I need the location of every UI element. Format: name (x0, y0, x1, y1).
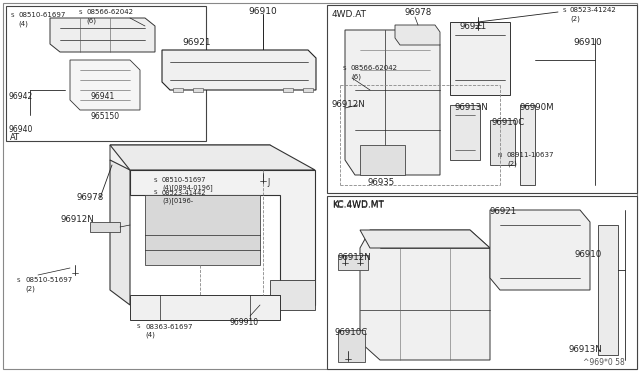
Text: 96990M: 96990M (520, 103, 555, 112)
Text: 08523-41242: 08523-41242 (570, 7, 617, 13)
Text: 96978: 96978 (76, 193, 103, 202)
Text: (6): (6) (86, 17, 96, 23)
Text: 96978: 96978 (405, 8, 432, 17)
Polygon shape (490, 210, 590, 290)
Text: 96910C: 96910C (492, 118, 525, 127)
Polygon shape (110, 145, 315, 170)
Text: 08363-61697: 08363-61697 (145, 324, 193, 330)
Text: S: S (342, 65, 346, 71)
Text: 96913N: 96913N (455, 103, 489, 112)
Polygon shape (360, 145, 405, 175)
Polygon shape (145, 195, 260, 265)
Text: (3)[0196-: (3)[0196- (162, 197, 193, 204)
Polygon shape (450, 105, 480, 160)
Text: (4): (4) (145, 332, 155, 339)
Text: KC.4WD.MT: KC.4WD.MT (332, 201, 384, 210)
Text: 969910: 969910 (230, 318, 259, 327)
Text: (2): (2) (25, 285, 35, 292)
Text: 96910: 96910 (575, 250, 602, 259)
Bar (327, 5, 637, 193)
Text: (4)[0894-0196]: (4)[0894-0196] (162, 184, 212, 191)
Text: 96935: 96935 (368, 178, 396, 187)
Text: 96910: 96910 (573, 38, 602, 47)
Text: N: N (498, 153, 502, 157)
Text: S: S (78, 10, 82, 15)
Text: 96913N: 96913N (568, 345, 602, 354)
Text: 08911-10637: 08911-10637 (507, 152, 554, 158)
Text: 08566-62042: 08566-62042 (86, 9, 133, 15)
Text: 96912N: 96912N (60, 215, 93, 224)
Text: 96941: 96941 (90, 92, 115, 101)
Text: KC.4WD.MT: KC.4WD.MT (332, 200, 384, 209)
Polygon shape (490, 120, 515, 165)
Text: AT: AT (10, 133, 20, 142)
Polygon shape (450, 22, 510, 95)
Text: 08566-62042: 08566-62042 (351, 65, 398, 71)
Text: S: S (10, 13, 13, 17)
Text: J: J (267, 178, 269, 187)
Polygon shape (110, 160, 130, 305)
Text: 08510-61697: 08510-61697 (18, 12, 65, 18)
Text: 96940: 96940 (8, 125, 33, 134)
Polygon shape (360, 230, 490, 360)
Polygon shape (162, 50, 316, 90)
Text: (2): (2) (570, 15, 580, 22)
Polygon shape (70, 60, 140, 110)
Text: S: S (153, 177, 157, 183)
Text: 96921: 96921 (490, 207, 517, 216)
Text: 96921: 96921 (182, 38, 211, 47)
Text: 96912N: 96912N (338, 253, 372, 262)
Text: 96910: 96910 (248, 7, 276, 16)
Polygon shape (130, 295, 280, 320)
Text: 08510-51697: 08510-51697 (25, 277, 72, 283)
Bar (6, 6, 206, 141)
Text: 96910C: 96910C (335, 328, 368, 337)
Polygon shape (270, 280, 315, 310)
Bar (327, 196, 637, 369)
Polygon shape (338, 330, 365, 362)
Polygon shape (395, 25, 440, 45)
Text: 96942: 96942 (8, 92, 32, 101)
Text: 96921: 96921 (460, 22, 487, 31)
Text: 4WD.AT: 4WD.AT (332, 10, 367, 19)
Polygon shape (345, 30, 440, 175)
Text: 965150: 965150 (90, 112, 119, 121)
Polygon shape (193, 88, 203, 92)
Polygon shape (360, 230, 490, 248)
Polygon shape (338, 255, 368, 270)
Text: S: S (563, 7, 566, 13)
Text: S: S (16, 278, 20, 282)
Text: ^969*0 58: ^969*0 58 (583, 358, 625, 367)
Text: 08523-41442: 08523-41442 (162, 190, 207, 196)
Text: (6): (6) (351, 73, 361, 80)
Text: (2): (2) (507, 160, 517, 167)
Polygon shape (110, 145, 280, 170)
Polygon shape (598, 225, 618, 355)
Polygon shape (520, 105, 535, 185)
Polygon shape (90, 222, 120, 232)
Text: (4): (4) (18, 20, 28, 26)
Text: 08510-51697: 08510-51697 (162, 177, 207, 183)
Polygon shape (50, 18, 155, 52)
Text: S: S (136, 324, 140, 330)
Polygon shape (283, 88, 293, 92)
Text: S: S (153, 189, 157, 195)
Polygon shape (303, 88, 313, 92)
Text: 96912N: 96912N (332, 100, 365, 109)
Polygon shape (173, 88, 183, 92)
Polygon shape (130, 170, 315, 305)
